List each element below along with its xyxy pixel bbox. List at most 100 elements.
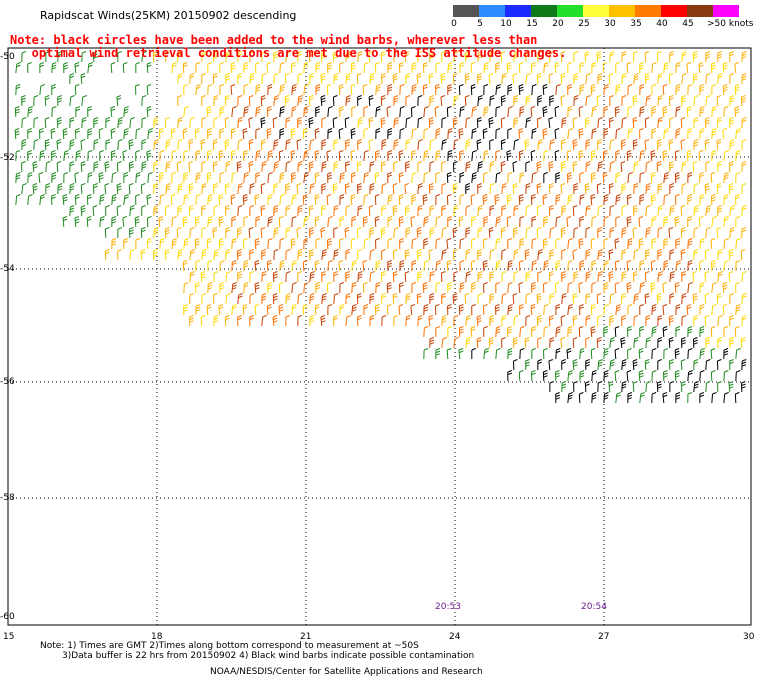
wind-barb bbox=[729, 51, 734, 63]
wind-barb bbox=[741, 293, 747, 305]
wind-barb bbox=[339, 106, 344, 118]
wind-barb bbox=[98, 128, 104, 140]
wind-barb bbox=[567, 62, 572, 73]
wind-barb bbox=[453, 161, 458, 173]
scale-label-2: 10 bbox=[500, 19, 512, 29]
wind-barb bbox=[584, 381, 590, 393]
wind-barb bbox=[356, 293, 362, 305]
wind-barb bbox=[681, 183, 687, 195]
wind-barb bbox=[525, 205, 531, 217]
scale-label-8: 40 bbox=[656, 19, 668, 29]
wind-barb bbox=[321, 183, 326, 194]
wind-barb bbox=[248, 117, 253, 129]
wind-barb bbox=[393, 315, 399, 327]
wind-barb bbox=[537, 51, 542, 62]
wind-barb bbox=[591, 62, 597, 74]
wind-barb bbox=[111, 172, 117, 184]
wind-barb bbox=[183, 150, 189, 162]
wind-barb bbox=[104, 227, 110, 239]
wind-barb bbox=[501, 249, 507, 261]
wind-barb bbox=[459, 282, 465, 294]
wind-barb bbox=[477, 271, 483, 283]
wind-barb bbox=[495, 84, 501, 96]
wind-barb bbox=[650, 150, 656, 162]
wind-barb bbox=[597, 315, 602, 327]
wind-barb bbox=[441, 51, 446, 63]
wind-barb bbox=[735, 304, 741, 316]
wind-barb bbox=[62, 194, 68, 206]
wind-barb bbox=[309, 227, 314, 239]
wind-barb bbox=[609, 139, 615, 151]
wind-barb bbox=[279, 84, 285, 96]
wind-barb bbox=[399, 238, 404, 250]
wind-barb bbox=[477, 95, 483, 107]
wind-barb bbox=[735, 216, 740, 227]
scale-swatch-2 bbox=[505, 5, 531, 17]
wind-barb bbox=[363, 194, 369, 206]
wind-barb bbox=[470, 326, 476, 338]
wind-barb bbox=[345, 95, 351, 107]
wind-barb bbox=[705, 381, 711, 393]
wind-barb bbox=[645, 205, 651, 217]
wind-barb bbox=[399, 84, 405, 96]
wind-barb bbox=[590, 304, 596, 316]
wind-barb bbox=[183, 84, 188, 95]
wind-barb bbox=[206, 304, 212, 316]
wind-barb bbox=[470, 194, 476, 206]
wind-barb bbox=[194, 282, 200, 294]
wind-barb bbox=[597, 359, 603, 371]
wind-barb bbox=[531, 84, 537, 96]
wind-barb bbox=[147, 216, 152, 228]
wind-barb bbox=[237, 205, 243, 217]
wind-barb bbox=[363, 150, 369, 162]
wind-barb bbox=[632, 117, 638, 129]
wind-barb bbox=[632, 359, 638, 371]
wind-barb bbox=[507, 128, 512, 139]
wind-barb bbox=[338, 150, 344, 162]
wind-barb bbox=[734, 392, 740, 404]
wind-barb bbox=[639, 84, 645, 96]
wind-barb bbox=[248, 227, 254, 239]
wind-barb bbox=[200, 139, 206, 151]
wind-barb bbox=[633, 161, 639, 173]
lon-label-15: 15 bbox=[3, 632, 15, 642]
wind-barb bbox=[207, 260, 213, 272]
wind-barb bbox=[201, 249, 207, 261]
wind-barb bbox=[555, 84, 561, 96]
wind-barb bbox=[626, 194, 632, 206]
wind-barb bbox=[477, 227, 483, 239]
wind-barb bbox=[417, 183, 423, 195]
wind-barb bbox=[315, 238, 321, 250]
scale-label-5: 25 bbox=[578, 19, 590, 29]
wind-barb bbox=[441, 139, 447, 151]
wind-barb bbox=[345, 161, 350, 173]
wind-barb bbox=[141, 51, 147, 63]
wind-barb bbox=[693, 117, 699, 129]
wind-barb bbox=[447, 62, 453, 74]
wind-barb bbox=[723, 172, 729, 184]
wind-barb bbox=[195, 260, 200, 271]
wind-barb bbox=[585, 205, 591, 217]
wind-barb bbox=[261, 271, 267, 283]
wind-barb bbox=[639, 282, 645, 294]
wind-barb bbox=[615, 150, 620, 162]
wind-barb bbox=[333, 315, 338, 327]
wind-barb bbox=[435, 62, 441, 74]
wind-barb bbox=[266, 106, 272, 118]
wind-barb bbox=[650, 172, 656, 184]
wind-barb bbox=[459, 194, 465, 206]
wind-barb bbox=[626, 150, 632, 162]
wind-barb bbox=[363, 238, 369, 250]
wind-barb bbox=[261, 315, 267, 327]
wind-barb bbox=[429, 227, 435, 239]
wind-barb bbox=[495, 172, 501, 184]
wind-barb bbox=[224, 183, 230, 195]
wind-barb bbox=[716, 359, 722, 371]
wind-barb bbox=[633, 51, 638, 63]
wind-barb bbox=[687, 348, 693, 360]
wind-barb bbox=[465, 117, 471, 129]
wind-barb bbox=[273, 205, 279, 217]
wind-barb bbox=[374, 172, 380, 184]
credit-line: NOAA/NESDIS/Center for Satellite Applica… bbox=[210, 667, 483, 677]
wind-barb bbox=[705, 161, 710, 172]
